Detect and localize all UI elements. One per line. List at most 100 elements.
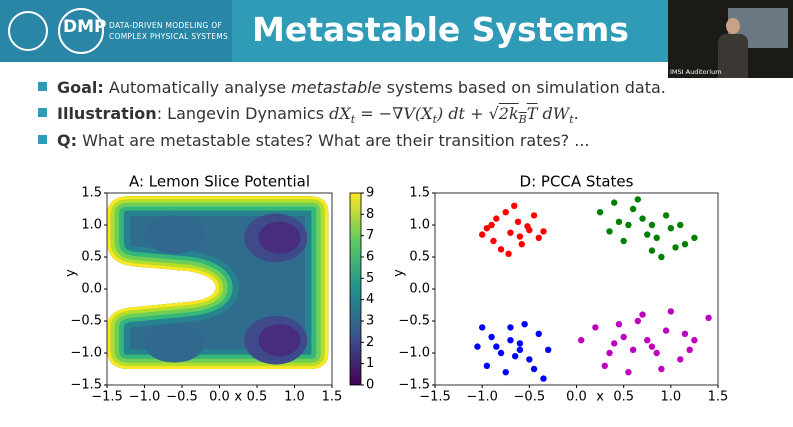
- point: [620, 333, 627, 341]
- point: [606, 349, 613, 357]
- colorbar-tick-label: 6: [366, 250, 374, 265]
- point: [662, 212, 670, 219]
- point: [540, 228, 547, 235]
- text-run: Illustration: [57, 104, 157, 123]
- point: [705, 314, 712, 321]
- axes-frame: [434, 192, 719, 386]
- text-run: B: [518, 113, 527, 126]
- point: [648, 221, 656, 229]
- point: [511, 202, 518, 209]
- point: [502, 369, 509, 376]
- text-run: : Langevin Dynamics: [156, 104, 330, 123]
- y-tick-label: 1.5: [81, 186, 102, 201]
- colorbar: [349, 192, 362, 386]
- text-run: Automatically analyse: [103, 78, 292, 97]
- point: [667, 308, 675, 315]
- logo-subtitle: COMPLEX PHYSICAL SYSTEMS: [109, 32, 229, 41]
- point: [658, 253, 665, 261]
- point: [644, 337, 651, 344]
- header-bar: DMP DATA-DRIVEN MODELING OF COMPLEX PHYS…: [0, 0, 793, 62]
- point: [511, 353, 519, 360]
- point: [596, 209, 604, 216]
- scatter-points: [474, 196, 712, 382]
- point: [483, 225, 491, 232]
- x-tick-label: 1.0: [660, 390, 681, 405]
- point: [634, 317, 642, 325]
- y-tick-label: −1.5: [398, 378, 430, 393]
- point: [545, 346, 552, 353]
- point: [629, 346, 637, 353]
- bullet: Q: What are metastable states? What are …: [38, 131, 590, 150]
- point: [592, 324, 599, 331]
- point: [516, 346, 524, 353]
- point: [639, 311, 646, 318]
- point: [653, 234, 660, 241]
- text-run: .: [573, 104, 579, 123]
- x-tick-label: 1.0: [284, 390, 305, 405]
- point: [625, 369, 632, 376]
- point: [625, 221, 632, 229]
- colorbar-tick-label: 7: [366, 228, 374, 243]
- point: [474, 343, 481, 350]
- point: [634, 196, 642, 203]
- x-tick-label: 1.5: [322, 390, 343, 405]
- point: [478, 231, 486, 238]
- logo-icon: [8, 11, 48, 51]
- person-head: [726, 18, 740, 34]
- y-axis-label: y: [64, 269, 79, 277]
- colorbar-tick-label: 3: [366, 314, 374, 329]
- y-tick-label: −1.0: [70, 346, 102, 361]
- y-tick-label: 1.0: [409, 218, 430, 233]
- x-axis-label: x: [234, 390, 242, 405]
- point: [507, 229, 514, 236]
- text-run: Q:: [57, 131, 77, 150]
- point: [502, 209, 509, 216]
- point: [497, 349, 505, 357]
- bullet-marker: [38, 135, 47, 144]
- point: [648, 247, 656, 254]
- point: [524, 223, 531, 230]
- point: [677, 356, 684, 363]
- point: [681, 241, 689, 248]
- bullet: Illustration: Langevin Dynamics dXt = −∇…: [38, 104, 579, 126]
- text-run: ) dt + √: [436, 104, 499, 123]
- point: [672, 244, 679, 251]
- bullet: Goal: Automatically analyse metastable s…: [38, 78, 666, 97]
- y-tick-label: −1.0: [398, 346, 430, 361]
- x-tick-label: 0.5: [613, 390, 634, 405]
- point: [639, 215, 646, 222]
- point: [488, 333, 495, 341]
- colorbar-tick-label: 8: [366, 207, 374, 222]
- x-tick-label: 0.0: [209, 390, 230, 405]
- point: [507, 337, 514, 344]
- point: [526, 356, 533, 363]
- y-tick-label: 0.0: [409, 282, 430, 297]
- logo-badge: [58, 8, 104, 54]
- x-tick-label: 0.0: [566, 390, 587, 405]
- webcam-inset: IMSI Auditorium: [668, 0, 793, 78]
- point: [611, 340, 618, 347]
- person-body: [718, 34, 748, 78]
- logo-subtitle: DATA-DRIVEN MODELING OF: [109, 21, 223, 30]
- chart-title: A: Lemon Slice Potential: [129, 173, 310, 191]
- point: [601, 362, 608, 369]
- point: [497, 246, 505, 253]
- text-run: Goal:: [57, 78, 104, 97]
- point: [490, 237, 497, 245]
- point: [518, 241, 525, 248]
- point: [535, 234, 542, 241]
- x-tick-label: −1.5: [91, 390, 123, 405]
- bullet-marker: [38, 108, 47, 117]
- point: [540, 375, 547, 382]
- point: [507, 324, 514, 331]
- point: [615, 321, 623, 328]
- point: [578, 337, 585, 344]
- point: [691, 234, 698, 241]
- point: [514, 218, 522, 225]
- y-tick-label: −0.5: [70, 314, 102, 329]
- text-run: T: [526, 104, 538, 123]
- point: [662, 327, 670, 334]
- text-run: 2k: [498, 104, 519, 123]
- point: [535, 330, 542, 337]
- point: [653, 349, 660, 357]
